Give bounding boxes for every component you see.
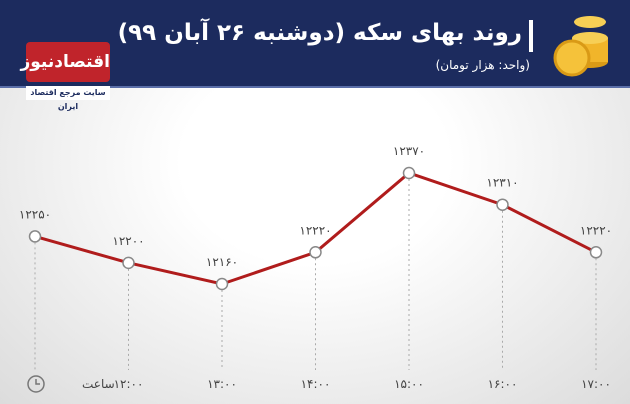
data-label: ۱۲۱۶۰ [206, 255, 238, 269]
point [496, 198, 509, 211]
point [309, 246, 322, 259]
point [28, 230, 42, 243]
x-tick-label: ۱۲:۰۰ [114, 377, 144, 391]
point [402, 166, 416, 180]
x-tick-label: ۱۷:۰۰ [581, 377, 611, 391]
point [215, 277, 229, 291]
coins-icon [553, 16, 608, 77]
x-tick-label: ۱۳:۰۰ [207, 377, 237, 391]
data-label: ۱۲۳۷۰ [393, 144, 425, 158]
x-tick-label: ۱۶:۰۰ [488, 377, 518, 391]
title: روند بهای سکه (دوشنبه ۲۶ آبان ۹۹) [117, 20, 522, 46]
subtitle: (واحد: هزار تومان) [435, 58, 530, 72]
data-label: ۱۲۲۰۰ [112, 234, 144, 248]
logo-tagline: سایت مرجع اقتصاد ایران [26, 86, 110, 111]
x-tick-label: ۱۴:۰۰ [301, 377, 331, 391]
title-bar [529, 20, 533, 52]
point [122, 256, 135, 270]
point [589, 246, 603, 259]
data-label: ۱۲۲۵۰ [19, 207, 51, 221]
x-tick-label: ۱۵:۰۰ [394, 377, 424, 391]
data-label: ۱۲۲۲۰ [580, 223, 612, 237]
clock-icon [27, 375, 45, 393]
data-label: ۱۲۳۱۰ [486, 176, 518, 190]
data-label: ۱۲۲۲۰ [299, 223, 331, 237]
logo: اقتصادنیوز [20, 42, 110, 82]
x-axis-label: ساعت [82, 377, 115, 391]
